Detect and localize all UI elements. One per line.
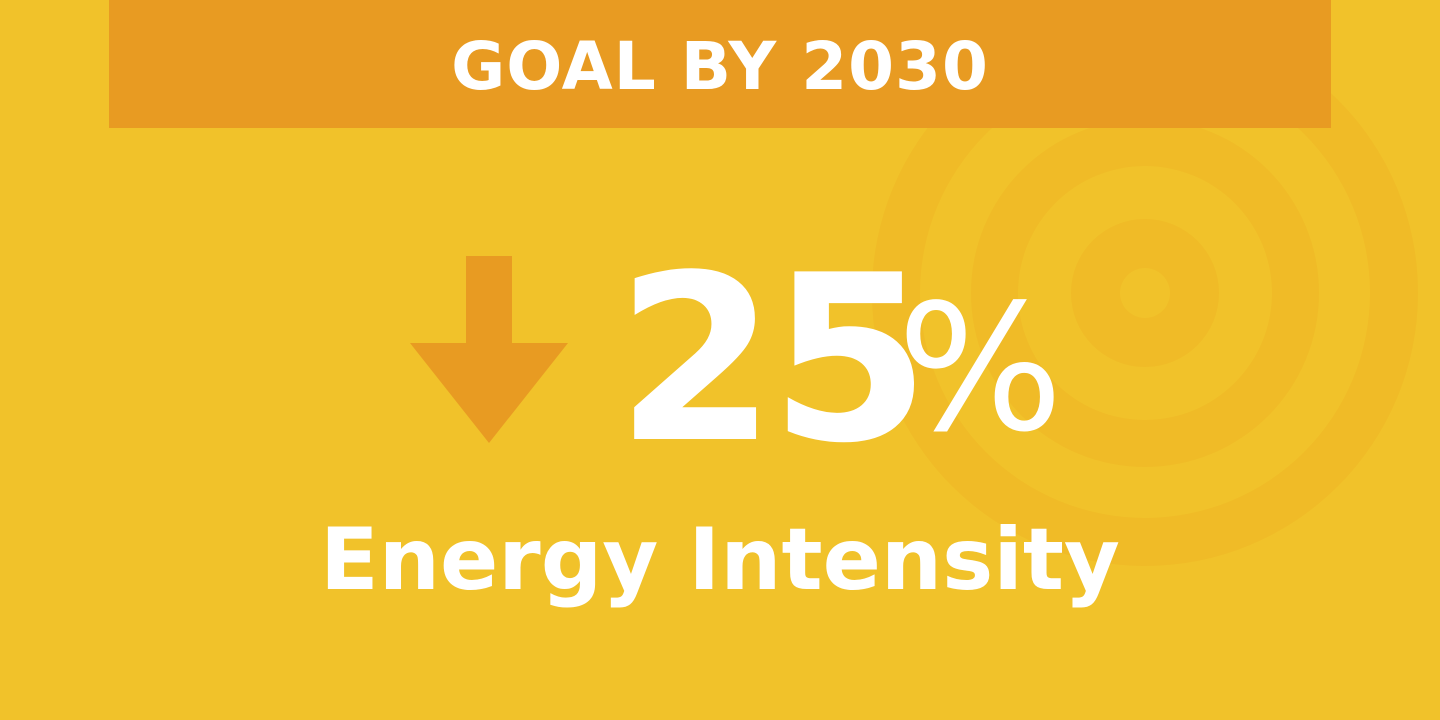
goal-banner: GOAL BY 2030 xyxy=(109,0,1331,128)
metric-label: Energy Intensity xyxy=(320,510,1120,610)
down-arrow-icon xyxy=(410,256,568,443)
stat-unit: % xyxy=(897,268,1064,471)
banner-title: GOAL BY 2030 xyxy=(451,28,989,105)
stat-value: 25 xyxy=(616,227,930,494)
